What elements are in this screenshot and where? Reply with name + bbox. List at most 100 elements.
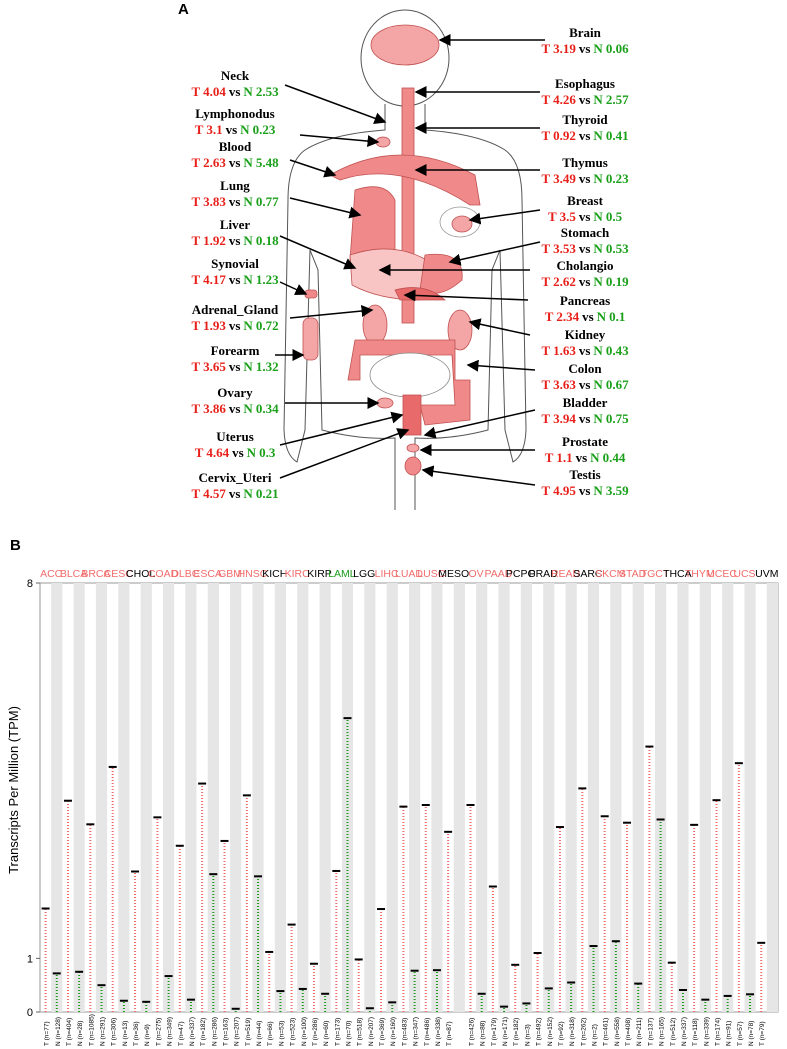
sample-label: N (n=211) bbox=[636, 1017, 643, 1046]
category-label: DLBC bbox=[171, 568, 199, 580]
sample-label: T (n=66) bbox=[267, 1021, 274, 1046]
sample-label: T (n=518) bbox=[357, 1018, 364, 1046]
normal-stripe bbox=[587, 583, 600, 1012]
tumor-value: 3.83 bbox=[203, 194, 226, 209]
organ-name: Pancreas bbox=[560, 293, 610, 308]
normal-stripe bbox=[431, 583, 443, 1012]
organ-name: Colon bbox=[568, 361, 602, 376]
organ-values: T 4.57 vs N 0.21 bbox=[191, 486, 278, 501]
tumor-prefix: T bbox=[191, 486, 200, 501]
normal-stripe bbox=[118, 583, 130, 1012]
sample-label: T (n=92) bbox=[558, 1021, 565, 1046]
normal-stripe bbox=[230, 583, 242, 1012]
organ-values: T 3.94 vs N 0.75 bbox=[541, 411, 629, 426]
tumor-prefix: T bbox=[541, 128, 550, 143]
y-axis-label: Transcripts Per Million (TPM) bbox=[6, 706, 21, 874]
organ-name: Neck bbox=[221, 68, 250, 83]
tumor-prefix: T bbox=[541, 411, 550, 426]
normal-prefix: N bbox=[597, 309, 607, 324]
normal-stripe bbox=[95, 583, 108, 1012]
organ-arrow bbox=[289, 305, 374, 319]
tumor-value: 1.92 bbox=[203, 233, 226, 248]
tumor-value: 3.65 bbox=[203, 359, 226, 374]
separator: vs bbox=[232, 445, 244, 460]
sample-label: T (n=286) bbox=[312, 1018, 319, 1046]
category-label: STAD bbox=[619, 568, 647, 580]
category-label: CESC bbox=[104, 568, 134, 580]
normal-value: 0.21 bbox=[256, 486, 279, 501]
normal-stripe bbox=[610, 583, 622, 1012]
normal-value: 0.3 bbox=[259, 445, 276, 460]
tumor-prefix: T bbox=[541, 274, 550, 289]
sample-label: T (n=426) bbox=[469, 1018, 476, 1046]
tumor-prefix: T bbox=[541, 241, 550, 256]
organ-name: Lymphonodus bbox=[195, 106, 275, 121]
sample-label: T (n=36) bbox=[133, 1021, 140, 1046]
normal-prefix: N bbox=[590, 450, 600, 465]
normal-prefix: N bbox=[593, 241, 603, 256]
separator: vs bbox=[579, 343, 591, 358]
organ-name: Thymus bbox=[562, 155, 608, 170]
tumor-prefix: T bbox=[191, 233, 200, 248]
category-label: PAAD bbox=[485, 568, 513, 580]
normal-stripe bbox=[207, 583, 219, 1012]
sample-label: T (n=275) bbox=[155, 1018, 162, 1046]
category-label: MESO bbox=[438, 568, 469, 580]
organ-values: T 0.92 vs N 0.41 bbox=[541, 128, 628, 143]
tumor-value: 2.62 bbox=[553, 274, 576, 289]
normal-prefix: N bbox=[247, 445, 257, 460]
organ-values: T 3.5 vs N 0.5 bbox=[548, 209, 623, 224]
normal-value: 0.18 bbox=[256, 233, 279, 248]
category-label: KIRC bbox=[285, 568, 311, 580]
separator: vs bbox=[229, 486, 241, 501]
sample-label: T (n=461) bbox=[603, 1018, 610, 1046]
normal-value: 0.23 bbox=[253, 122, 276, 137]
tumor-value: 4.95 bbox=[553, 483, 576, 498]
tumor-value: 3.49 bbox=[553, 171, 576, 186]
separator: vs bbox=[579, 377, 591, 392]
normal-prefix: N bbox=[593, 171, 603, 186]
normal-stripe bbox=[386, 583, 398, 1012]
normal-value: 0.06 bbox=[606, 41, 629, 56]
organ-arrow bbox=[289, 197, 362, 219]
organ-name: Uterus bbox=[216, 429, 254, 444]
tumor-value: 2.63 bbox=[203, 155, 226, 170]
sample-label: T (n=182) bbox=[513, 1018, 520, 1046]
organ-values: T 4.95 vs N 3.59 bbox=[541, 483, 629, 498]
tumor-value: 4.57 bbox=[203, 486, 226, 501]
category-label: GBM bbox=[218, 568, 242, 580]
sample-label: T (n=369) bbox=[379, 1018, 386, 1046]
sample-label: T (n=57) bbox=[737, 1021, 744, 1046]
separator: vs bbox=[579, 209, 591, 224]
sample-label: N (n=13) bbox=[122, 1021, 129, 1046]
tumor-value: 2.34 bbox=[556, 309, 579, 324]
organ-name: Stomach bbox=[561, 225, 610, 240]
tumor-prefix: T bbox=[548, 209, 557, 224]
normal-value: 1.32 bbox=[256, 359, 279, 374]
tumor-value: 3.5 bbox=[560, 209, 577, 224]
sample-label: N (n=160) bbox=[390, 1017, 397, 1046]
sample-label: T (n=77) bbox=[44, 1021, 51, 1046]
normal-prefix: N bbox=[240, 122, 250, 137]
category-label: COAD bbox=[148, 568, 179, 580]
y-tick-label: 1 bbox=[27, 953, 33, 965]
tumor-prefix: T bbox=[191, 401, 200, 416]
normal-stripe bbox=[252, 583, 264, 1012]
organ-name: Blood bbox=[219, 139, 252, 154]
sample-label: N (n=207) bbox=[234, 1017, 241, 1046]
category-label: PRAD bbox=[529, 568, 559, 580]
sample-label: T (n=1085) bbox=[88, 1014, 95, 1046]
normal-value: 0.5 bbox=[606, 209, 623, 224]
sample-label: N (n=338) bbox=[435, 1017, 442, 1046]
tumor-prefix: T bbox=[191, 155, 200, 170]
sample-label: N (n=339) bbox=[703, 1017, 710, 1046]
tumor-prefix: T bbox=[191, 318, 200, 333]
normal-stripe bbox=[699, 583, 711, 1012]
organ-values: T 4.64 vs N 0.3 bbox=[195, 445, 276, 460]
tumor-prefix: T bbox=[541, 41, 550, 56]
sample-label: T (n=486) bbox=[424, 1018, 431, 1046]
sample-label: T (n=404) bbox=[66, 1018, 73, 1046]
sample-label: N (n=171) bbox=[502, 1017, 509, 1046]
organ-values: T 3.49 vs N 0.23 bbox=[541, 171, 629, 186]
